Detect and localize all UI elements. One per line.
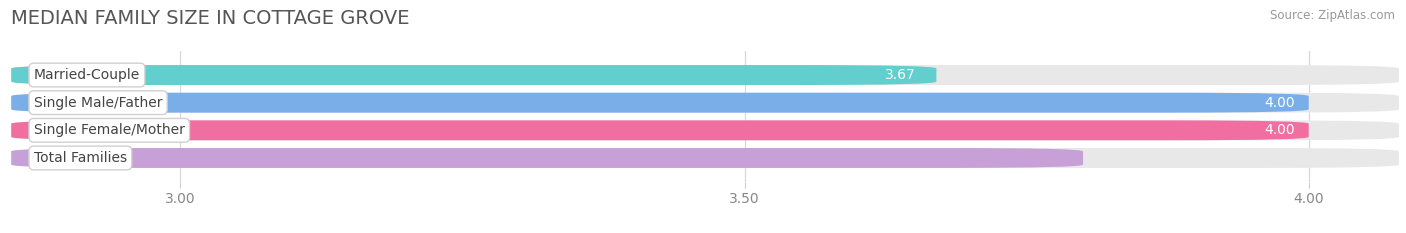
FancyBboxPatch shape: [11, 93, 1309, 113]
FancyBboxPatch shape: [11, 65, 1399, 85]
Text: Single Female/Mother: Single Female/Mother: [34, 123, 184, 137]
FancyBboxPatch shape: [11, 148, 1083, 168]
FancyBboxPatch shape: [11, 93, 1399, 113]
FancyBboxPatch shape: [11, 65, 936, 85]
Text: 3.80: 3.80: [1032, 151, 1063, 165]
Text: MEDIAN FAMILY SIZE IN COTTAGE GROVE: MEDIAN FAMILY SIZE IN COTTAGE GROVE: [11, 9, 409, 28]
Text: Married-Couple: Married-Couple: [34, 68, 141, 82]
Text: Single Male/Father: Single Male/Father: [34, 96, 162, 110]
Text: 4.00: 4.00: [1264, 123, 1295, 137]
FancyBboxPatch shape: [11, 148, 1399, 168]
Text: 4.00: 4.00: [1264, 96, 1295, 110]
Text: Total Families: Total Families: [34, 151, 127, 165]
FancyBboxPatch shape: [11, 120, 1399, 140]
Text: Source: ZipAtlas.com: Source: ZipAtlas.com: [1270, 9, 1395, 22]
Text: 3.67: 3.67: [886, 68, 917, 82]
FancyBboxPatch shape: [11, 120, 1309, 140]
